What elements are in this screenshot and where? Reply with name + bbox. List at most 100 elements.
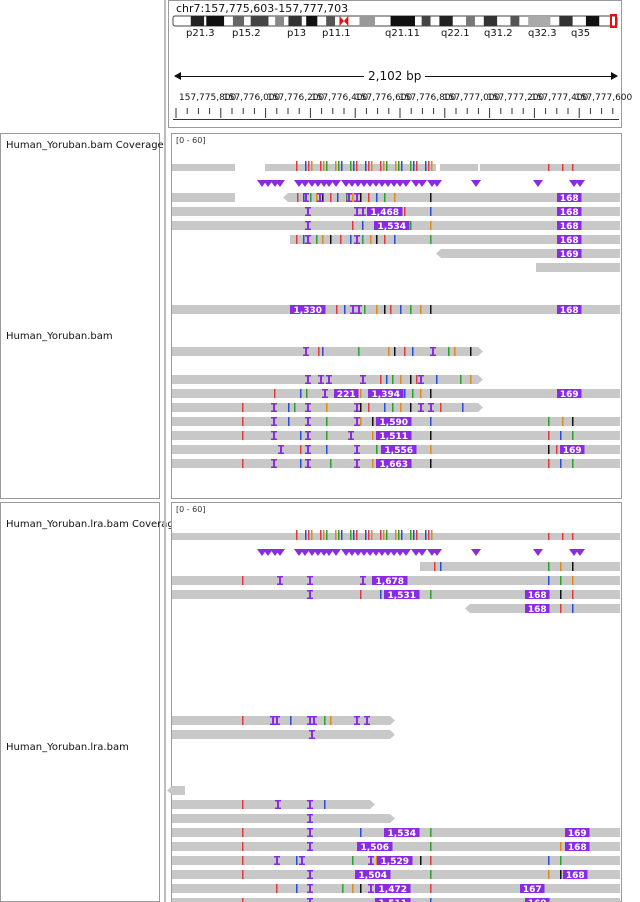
coverage-mismatch <box>398 530 400 540</box>
mismatch <box>360 403 362 412</box>
insertion <box>305 347 307 356</box>
coverage-mismatch <box>398 161 400 171</box>
mismatch <box>392 375 394 384</box>
insertion <box>368 863 374 865</box>
insertion <box>277 576 283 578</box>
insertion <box>307 459 309 468</box>
coverage-mismatch <box>383 530 385 540</box>
coverage-mismatch <box>326 530 328 540</box>
coverage-mismatch <box>335 161 337 171</box>
coverage-mismatch <box>431 530 433 540</box>
mismatch <box>410 305 412 314</box>
insertion-size-box <box>384 828 420 837</box>
insertion-size-label: 1,590 <box>380 418 408 428</box>
insertion <box>318 382 324 384</box>
read <box>290 235 620 244</box>
insertion-marker <box>324 549 334 556</box>
cytoband <box>326 16 336 26</box>
mismatch <box>294 403 296 412</box>
insertion <box>305 410 311 412</box>
coverage-mismatch <box>350 530 352 540</box>
mismatch <box>470 375 472 384</box>
mismatch <box>352 856 354 865</box>
coverage-mismatch <box>380 530 382 540</box>
mismatch <box>368 403 370 412</box>
insertion <box>303 347 309 349</box>
insertion-marker <box>275 549 285 556</box>
insertion <box>362 375 364 384</box>
mismatch <box>560 870 562 879</box>
insertion <box>307 842 313 844</box>
mismatch <box>430 417 432 426</box>
insertion-size-box <box>525 590 550 599</box>
mismatch <box>548 576 550 585</box>
insertion <box>354 214 360 216</box>
mismatch <box>412 389 414 398</box>
coverage-mismatch <box>425 530 427 540</box>
mismatch <box>242 459 244 468</box>
mismatch <box>430 193 432 202</box>
track1-coverage-name[interactable]: Human_Yoruban.bam Coverage <box>6 140 164 151</box>
insertion-size-label: 169 <box>528 899 547 902</box>
insertion <box>309 716 311 725</box>
mismatch <box>420 856 422 865</box>
mismatch <box>316 235 318 244</box>
name-panel-track1[interactable]: Human_Yoruban.bam Coverage Human_Yoruban… <box>0 133 164 499</box>
coverage-mismatch <box>368 161 370 171</box>
mismatch <box>296 235 298 244</box>
insertion <box>307 821 313 823</box>
read-strand-arrow <box>390 814 395 823</box>
mismatch <box>306 389 308 398</box>
track2-coverage-name[interactable]: Human_Yoruban.lra.bam Coverage <box>6 519 180 530</box>
insertion-size-label: 1,511 <box>379 899 407 902</box>
ruler-tick-label: 157,776,400 <box>311 93 369 103</box>
insertion <box>354 235 360 237</box>
insertion-size-label: 168 <box>568 843 587 853</box>
insertion <box>307 807 313 809</box>
track2-alignment-name[interactable]: Human_Yoruban.lra.bam <box>6 742 129 753</box>
mismatch <box>362 235 364 244</box>
insertion <box>303 200 309 202</box>
cytoband <box>275 16 284 26</box>
insertion <box>271 410 277 412</box>
insertion-size-label: 1,511 <box>380 432 408 442</box>
panel-divider[interactable] <box>164 0 166 902</box>
locus-text[interactable]: chr7:157,775,603-157,777,703 <box>176 2 349 15</box>
insertion <box>309 884 311 893</box>
mismatch <box>242 417 244 426</box>
ruler-tick-label: 157,777,400 <box>531 93 589 103</box>
insertion-marker <box>432 180 442 187</box>
insertion-size-label: 168 <box>560 306 579 316</box>
insertion-size-label: 167 <box>523 885 542 895</box>
insertion <box>309 737 315 739</box>
coverage-mismatch <box>335 530 337 540</box>
mismatch <box>296 884 298 893</box>
insertion-size-box <box>565 842 590 851</box>
mismatch <box>360 389 362 398</box>
ruler-tick-label: 157,775,800 <box>179 93 237 103</box>
insertion <box>307 835 313 837</box>
mismatch <box>330 193 332 202</box>
cytoband-label: q32.3 <box>528 28 557 39</box>
insertion <box>274 716 280 718</box>
mismatch <box>394 235 396 244</box>
read-strand-arrow <box>283 193 288 202</box>
insertion <box>299 863 305 865</box>
insertion <box>354 207 360 209</box>
span-label: 2,102 bp <box>364 69 426 83</box>
name-panel-track2[interactable]: Human_Yoruban.lra.bam Coverage Human_Yor… <box>0 502 180 902</box>
read <box>172 842 620 851</box>
insertion <box>354 716 360 718</box>
ruler-tick-label: 157,776,000 <box>223 93 281 103</box>
span-arrow-left <box>174 72 181 80</box>
track1-alignment-name[interactable]: Human_Yoruban.bam <box>6 331 113 342</box>
coverage-mismatch <box>386 161 388 171</box>
insertion <box>276 856 278 865</box>
mismatch <box>548 562 550 571</box>
insertion-marker <box>533 180 543 187</box>
mismatch <box>394 193 396 202</box>
mismatch <box>300 445 302 454</box>
coverage-mismatch <box>428 530 430 540</box>
insertion <box>418 375 424 377</box>
